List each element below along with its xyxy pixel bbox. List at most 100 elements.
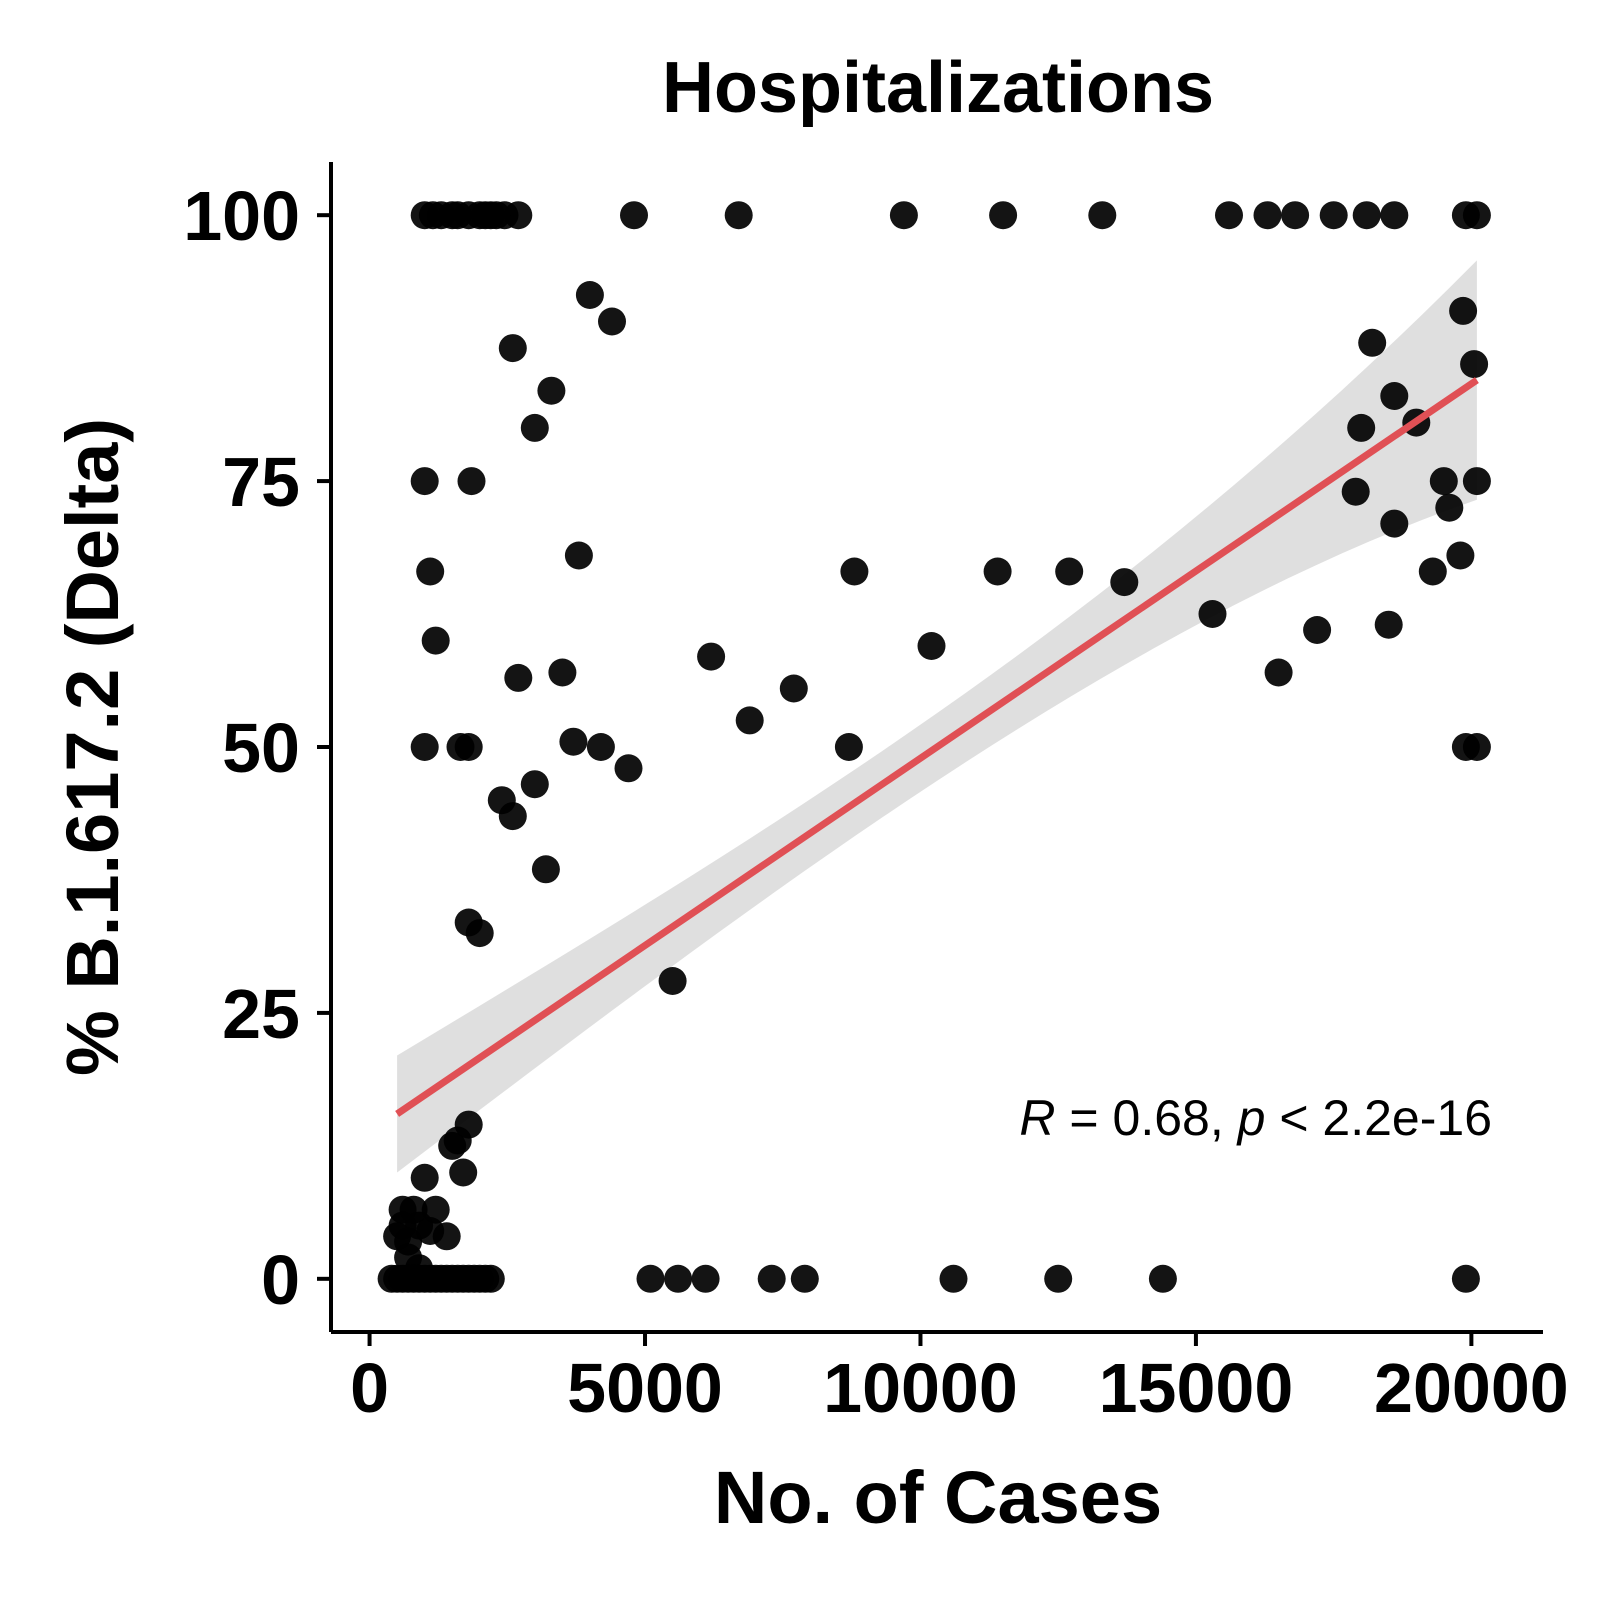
- data-point: [1460, 350, 1489, 379]
- data-point: [1462, 201, 1491, 230]
- data-point: [1341, 477, 1370, 506]
- data-point: [691, 1264, 720, 1293]
- data-point: [1358, 328, 1387, 357]
- data-point: [498, 334, 527, 363]
- data-point: [889, 201, 918, 230]
- data-point: [598, 307, 626, 336]
- data-point: [834, 733, 863, 761]
- data-point: [1449, 296, 1478, 325]
- y-tick-label: 25: [222, 975, 300, 1053]
- data-point: [939, 1264, 968, 1293]
- data-point: [917, 632, 946, 660]
- x-tick-label: 20000: [1374, 1349, 1569, 1427]
- data-point: [983, 557, 1012, 586]
- data-point: [1380, 201, 1409, 230]
- data-point: [779, 674, 808, 703]
- data-points: [377, 201, 1491, 1293]
- data-point: [449, 1158, 478, 1187]
- data-point: [620, 201, 648, 230]
- y-axis-title: % B.1.617.2 (Delta): [51, 418, 134, 1076]
- r-symbol: R: [1019, 1090, 1055, 1146]
- data-point: [1215, 201, 1243, 230]
- y-tick-label: 50: [222, 709, 300, 787]
- y-tick-label: 100: [183, 177, 300, 255]
- data-point: [410, 733, 439, 761]
- confidence-band: [397, 260, 1477, 1173]
- data-point: [1446, 541, 1475, 570]
- data-point: [735, 706, 764, 735]
- y-tick-label: 0: [261, 1241, 300, 1319]
- data-point: [520, 770, 549, 799]
- data-point: [548, 658, 577, 687]
- data-point: [1088, 201, 1117, 230]
- data-point: [416, 557, 445, 586]
- data-point: [504, 663, 533, 692]
- data-point: [454, 1110, 483, 1139]
- data-point: [1264, 658, 1293, 687]
- data-point: [410, 467, 439, 496]
- data-point: [664, 1264, 693, 1293]
- data-point: [1352, 201, 1381, 230]
- plot-area: [377, 201, 1491, 1293]
- x-tick-label: 15000: [1099, 1349, 1294, 1427]
- data-point: [724, 201, 753, 230]
- data-point: [1462, 733, 1491, 761]
- data-point: [1435, 493, 1464, 522]
- data-point: [636, 1264, 665, 1293]
- x-tick-label: 10000: [823, 1349, 1018, 1427]
- data-point: [1462, 467, 1491, 496]
- data-point: [1380, 382, 1409, 410]
- data-point: [1253, 201, 1282, 230]
- data-point: [697, 642, 726, 671]
- data-point: [432, 1222, 461, 1251]
- x-tick-label: 0: [350, 1349, 389, 1427]
- y-tick-label: 75: [222, 443, 300, 521]
- data-point: [989, 201, 1018, 230]
- data-point: [564, 541, 593, 570]
- p-value: < 2.2e-16: [1265, 1090, 1492, 1146]
- data-point: [537, 376, 566, 405]
- data-point: [1429, 467, 1458, 496]
- data-point: [1055, 557, 1084, 586]
- data-point: [1347, 413, 1376, 442]
- data-point: [1418, 557, 1447, 586]
- x-axis-title: No. of Cases: [714, 1456, 1162, 1539]
- data-point: [614, 754, 643, 783]
- data-point: [1374, 610, 1403, 639]
- data-point: [1044, 1264, 1073, 1293]
- data-point: [476, 1264, 505, 1293]
- data-point: [421, 626, 450, 655]
- data-point: [559, 727, 588, 756]
- data-point: [465, 919, 494, 948]
- data-point: [1303, 616, 1332, 644]
- data-point: [457, 467, 486, 496]
- data-point: [1198, 600, 1227, 628]
- data-point: [1110, 568, 1139, 597]
- x-tick-label: 5000: [567, 1349, 723, 1427]
- data-point: [454, 733, 483, 761]
- data-point: [498, 802, 527, 831]
- data-point: [1319, 201, 1348, 230]
- data-point: [586, 733, 615, 761]
- p-symbol: p: [1236, 1090, 1266, 1146]
- data-point: [840, 557, 869, 586]
- data-point: [1380, 509, 1409, 538]
- chart-title: Hospitalizations: [662, 48, 1214, 128]
- data-point: [520, 413, 549, 442]
- correlation-annotation: R = 0.68, p < 2.2e-16: [1019, 1090, 1492, 1146]
- data-point: [1148, 1264, 1177, 1293]
- data-point: [531, 855, 560, 884]
- data-point: [757, 1264, 786, 1293]
- data-point: [1281, 201, 1310, 230]
- x-axis-ticks: 0 5000 10000 15000 20000: [350, 1332, 1569, 1427]
- regression-line: [395, 377, 1479, 1117]
- data-point: [1451, 1264, 1480, 1293]
- data-point: [504, 201, 533, 230]
- data-point: [658, 967, 687, 995]
- y-axis-ticks: 0 25 50 75 100: [183, 177, 331, 1319]
- r-value: = 0.68,: [1056, 1090, 1238, 1146]
- data-point: [410, 1163, 439, 1192]
- data-point: [575, 281, 604, 309]
- data-point: [790, 1264, 819, 1293]
